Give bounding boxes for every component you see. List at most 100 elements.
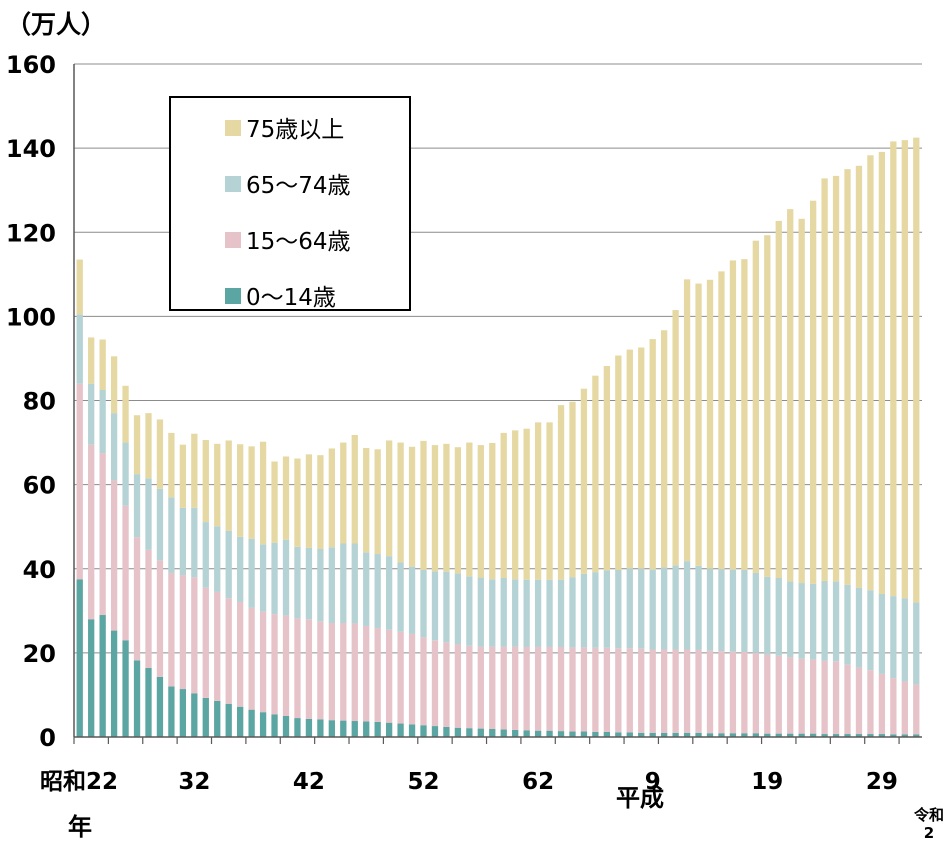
bar-segment-s3	[878, 151, 886, 594]
bar-segment-s2	[809, 583, 817, 660]
bar-segment-s0	[798, 733, 805, 737]
bar-segment-s0	[202, 697, 209, 737]
bar-segment-s2	[821, 580, 828, 661]
bar-segment-s0	[156, 676, 164, 737]
bar-segment-s0	[809, 733, 817, 737]
bar-segment-s3	[271, 461, 278, 543]
bar-segment-s2	[649, 569, 656, 650]
bar-segment-s0	[340, 720, 347, 737]
bar-segment-s1	[638, 648, 645, 733]
bar-segment-s2	[328, 547, 335, 624]
bar-segment-s2	[408, 566, 416, 634]
bar-segment-s2	[99, 389, 106, 454]
bar-segment-s3	[615, 355, 622, 571]
bar-segment-s1	[76, 383, 83, 580]
bar-segment-s1	[477, 646, 484, 729]
bar-segment-s1	[821, 660, 828, 735]
bar-segment-s2	[397, 562, 404, 632]
bar-segment-s3	[798, 218, 805, 584]
x-tick-label: 29	[866, 769, 898, 795]
bar-segment-s0	[294, 718, 301, 737]
bar-segment-s0	[764, 733, 771, 737]
legend-box	[169, 96, 411, 311]
bar-segment-s3	[363, 448, 370, 553]
bar-segment-s0	[363, 721, 370, 737]
bar-segment-s0	[305, 718, 313, 737]
bar-segment-s2	[214, 526, 221, 592]
y-tick-label: 160	[6, 51, 56, 79]
bar-segment-s3	[512, 430, 519, 580]
bar-segment-s3	[145, 413, 152, 479]
bar-segment-s2	[718, 569, 725, 652]
bar-segment-s2	[168, 497, 175, 573]
bar-segment-s2	[271, 542, 278, 615]
bar-segment-s1	[592, 647, 599, 732]
bar-segment-s1	[328, 623, 335, 721]
bar-segment-s0	[431, 726, 439, 737]
x-tick-label: 9	[645, 769, 661, 795]
bar-segment-s1	[752, 652, 759, 734]
bar-segment-s1	[374, 628, 381, 722]
bar-segment-s2	[237, 536, 244, 602]
y-tick-label: 80	[23, 388, 56, 416]
bar-segment-s0	[408, 724, 416, 737]
bar-segment-s3	[855, 165, 863, 588]
bar-segment-s2	[695, 565, 702, 650]
bar-segment-s3	[580, 388, 588, 574]
bar-segment-s3	[179, 444, 187, 508]
bar-segment-s2	[179, 507, 187, 576]
bar-segment-s2	[110, 413, 118, 481]
bar-segment-s2	[603, 570, 611, 648]
bar-segment-s3	[890, 141, 897, 597]
bar-segment-s1	[672, 649, 679, 733]
x-tick-label: 62	[522, 769, 554, 795]
y-tick-label: 120	[6, 219, 56, 247]
bar-segment-s3	[706, 279, 714, 569]
bar-segment-s1	[603, 647, 611, 732]
bar-segment-s3	[672, 310, 679, 566]
bar-segment-s3	[248, 446, 255, 539]
bar-segment-s3	[385, 440, 393, 557]
bar-segment-s0	[466, 728, 473, 737]
bar-segment-s3	[775, 220, 782, 578]
bar-segment-s3	[431, 445, 439, 572]
bar-segment-s1	[844, 664, 851, 735]
bar-segment-s1	[133, 537, 141, 661]
bar-segment-s2	[913, 602, 920, 685]
bar-segment-s1	[408, 633, 416, 725]
bar-segment-s0	[489, 729, 496, 737]
bar-segment-s0	[385, 722, 393, 737]
bar-segment-s3	[351, 434, 358, 544]
bar-segment-s2	[752, 572, 759, 653]
bar-segment-s2	[259, 544, 267, 612]
bar-segment-s1	[706, 650, 714, 734]
bar-segment-s1	[855, 667, 863, 735]
bar-segment-s3	[317, 455, 324, 549]
bar-segment-s0	[191, 693, 198, 737]
bar-segment-s1	[695, 649, 702, 733]
bar-segment-s1	[225, 598, 232, 704]
bar-segment-s3	[214, 443, 221, 527]
bar-segment-s3	[282, 456, 290, 540]
bar-segment-s3	[259, 441, 267, 545]
legend-label: 15～64歳	[246, 229, 351, 255]
bar-segment-s1	[420, 637, 427, 726]
bar-segment-s0	[878, 734, 886, 737]
bar-segment-s0	[145, 668, 152, 737]
bar-segment-s0	[214, 700, 221, 737]
bar-segment-s2	[890, 596, 897, 679]
heisei-era-label: 平成	[616, 784, 664, 812]
bar-segment-s0	[351, 721, 358, 737]
bar-segment-s1	[615, 648, 622, 733]
bar-segment-s0	[420, 725, 427, 737]
bar-segment-s0	[282, 715, 290, 737]
bar-segment-s0	[615, 732, 622, 737]
bar-segment-s1	[397, 631, 404, 724]
bar-segment-s0	[168, 686, 175, 737]
bar-segment-s0	[855, 734, 863, 737]
bar-segment-s2	[638, 568, 645, 649]
bar-segment-s3	[76, 259, 83, 315]
bar-segment-s3	[821, 178, 828, 581]
reiwa-year-label: 2	[924, 824, 934, 842]
y-tick-label: 40	[23, 556, 56, 584]
